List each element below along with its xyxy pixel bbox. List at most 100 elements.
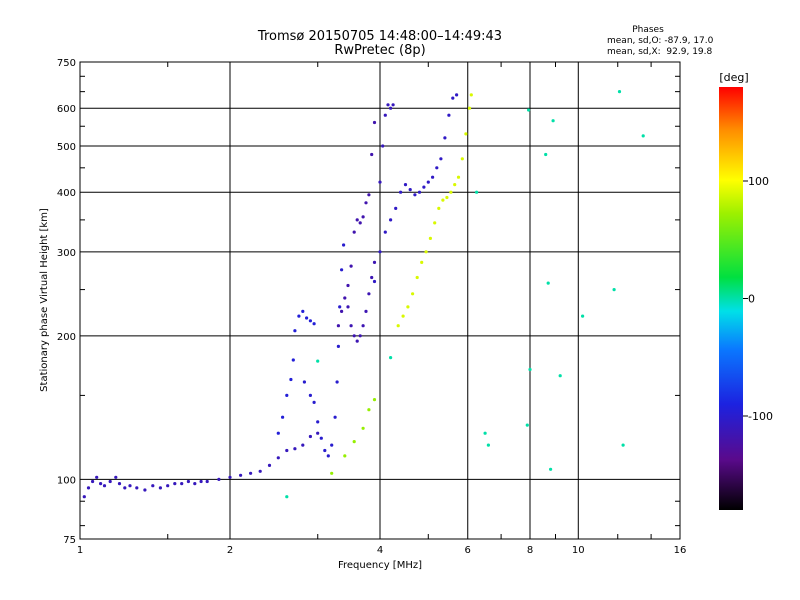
data-point [117, 482, 122, 486]
y-axis-ticks: 75 100 200 300 400 500 600 750 [57, 58, 76, 546]
data-point [316, 359, 320, 363]
data-point [546, 281, 550, 285]
data-point [312, 400, 316, 404]
data-point [413, 193, 417, 197]
data-point [343, 454, 347, 458]
data-point [399, 190, 403, 194]
data-point [99, 482, 103, 486]
data-point [305, 316, 309, 320]
data-point [352, 334, 356, 338]
data-point [451, 96, 455, 100]
data-point [336, 324, 340, 328]
data-point [285, 495, 289, 499]
data-point [426, 180, 430, 184]
y-tick-label: 600 [57, 104, 76, 115]
colorbar-tick-label: 100 [748, 175, 769, 188]
data-point [389, 356, 393, 360]
data-point [391, 103, 395, 107]
x-tick-label: 1 [77, 545, 83, 556]
data-point [367, 292, 371, 296]
data-point [258, 469, 262, 473]
data-point [443, 136, 447, 140]
data-point [352, 230, 356, 234]
y-tick-label: 400 [57, 188, 76, 199]
data-point [281, 415, 285, 419]
data-point [544, 152, 548, 157]
data-point [333, 415, 337, 419]
data-points [82, 90, 645, 499]
plot-frame [79, 61, 681, 540]
y-tick-label: 75 [63, 535, 76, 546]
data-point [372, 120, 377, 125]
data-point [285, 448, 289, 453]
data-point [123, 486, 127, 490]
data-point [435, 166, 439, 170]
data-point [372, 260, 377, 264]
data-point [358, 221, 362, 225]
data-point [403, 183, 408, 187]
data-point [326, 454, 330, 458]
data-point [355, 218, 359, 222]
data-point [370, 275, 374, 280]
data-point [431, 175, 435, 179]
data-point [464, 132, 468, 136]
data-point [378, 250, 382, 254]
data-point [417, 190, 422, 194]
data-point [424, 250, 428, 254]
data-point [361, 324, 365, 328]
x-axis-ticks: 1 2 4 6 8 10 16 [77, 545, 687, 556]
data-point [293, 447, 297, 451]
phases-o-mode-stats: mean, sd,O: -87.9, 17.0 [607, 36, 714, 46]
data-point [293, 329, 297, 333]
data-point [367, 408, 371, 412]
data-point [386, 103, 390, 107]
data-point [193, 482, 197, 486]
data-point [355, 339, 359, 343]
data-point [336, 344, 340, 348]
data-point [558, 374, 562, 378]
data-point [143, 488, 147, 492]
data-point [343, 296, 347, 300]
data-point [527, 108, 531, 112]
data-point [316, 420, 320, 424]
data-point [239, 473, 243, 477]
data-point [549, 467, 553, 471]
data-point [445, 195, 449, 200]
data-point [528, 367, 532, 372]
data-point [308, 434, 312, 439]
data-point [82, 495, 86, 499]
data-point [411, 292, 415, 296]
data-point [621, 443, 625, 447]
x-tick-label: 16 [674, 545, 687, 556]
data-point [205, 479, 209, 484]
data-point [486, 443, 490, 447]
x-tick-label: 8 [527, 545, 533, 556]
data-point [166, 484, 170, 488]
data-point [367, 193, 371, 197]
data-point [135, 486, 139, 490]
data-point [378, 180, 382, 184]
data-point [361, 426, 365, 430]
data-point [422, 185, 426, 189]
data-point [439, 157, 443, 161]
data-point [467, 106, 472, 110]
x-axis-label: Frequency [MHz] [338, 560, 422, 571]
data-point [641, 134, 645, 138]
data-point [453, 183, 457, 187]
data-point [186, 479, 190, 484]
data-point [551, 119, 555, 123]
data-point [420, 260, 424, 264]
data-point [199, 479, 203, 484]
data-point [346, 283, 350, 288]
data-point [372, 398, 377, 402]
data-point [346, 305, 350, 309]
data-point [408, 188, 412, 192]
data-point [381, 144, 385, 148]
x-tick-label: 2 [227, 545, 233, 556]
data-point [352, 440, 356, 444]
data-point [394, 206, 398, 210]
data-point [289, 377, 293, 382]
data-point [447, 113, 451, 117]
